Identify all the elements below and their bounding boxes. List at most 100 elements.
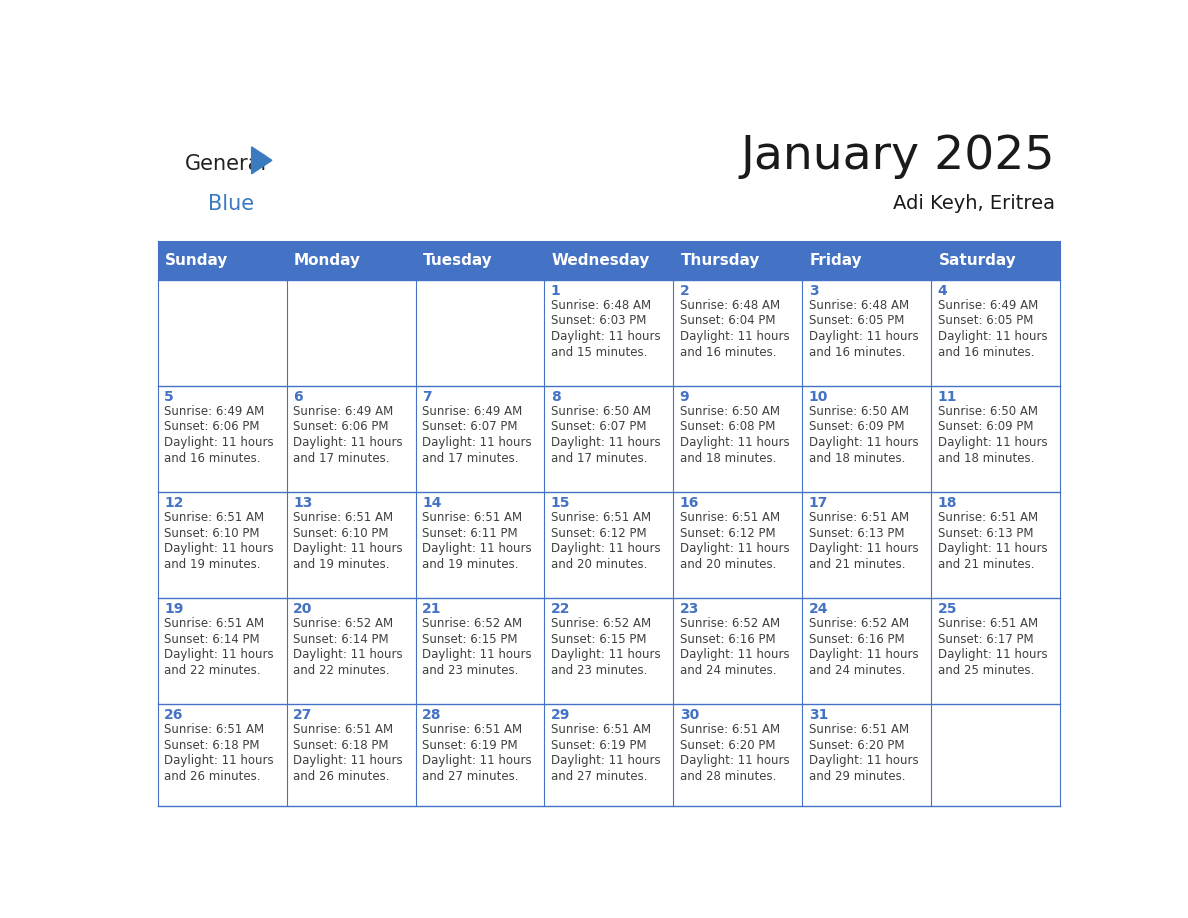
Bar	[931, 280, 1060, 386]
Text: Sunset: 6:18 PM: Sunset: 6:18 PM	[293, 739, 388, 752]
Text: Daylight: 11 hours: Daylight: 11 hours	[422, 648, 531, 661]
Text: 27: 27	[293, 708, 312, 722]
Text: and 21 minutes.: and 21 minutes.	[937, 557, 1034, 571]
Text: Sunrise: 6:51 AM: Sunrise: 6:51 AM	[164, 617, 264, 630]
Text: 16: 16	[680, 496, 699, 510]
Text: 28: 28	[422, 708, 442, 722]
Text: Daylight: 11 hours: Daylight: 11 hours	[164, 648, 273, 661]
Bar	[416, 598, 544, 704]
Bar	[416, 704, 544, 810]
Bar	[544, 492, 674, 598]
Bar	[931, 704, 1060, 810]
Text: 22: 22	[551, 602, 570, 616]
Text: 10: 10	[809, 390, 828, 404]
Text: Sunset: 6:19 PM: Sunset: 6:19 PM	[422, 739, 518, 752]
Text: and 18 minutes.: and 18 minutes.	[937, 452, 1034, 465]
Text: Sunrise: 6:50 AM: Sunrise: 6:50 AM	[551, 405, 651, 418]
Text: Sunset: 6:13 PM: Sunset: 6:13 PM	[937, 527, 1034, 540]
Text: Sunrise: 6:51 AM: Sunrise: 6:51 AM	[551, 511, 651, 524]
Text: Sunrise: 6:48 AM: Sunrise: 6:48 AM	[680, 299, 779, 312]
Text: Sunrise: 6:51 AM: Sunrise: 6:51 AM	[293, 511, 393, 524]
Text: and 16 minutes.: and 16 minutes.	[680, 345, 776, 359]
Text: Sunset: 6:05 PM: Sunset: 6:05 PM	[809, 315, 904, 328]
Bar	[802, 280, 931, 386]
Text: Sunrise: 6:52 AM: Sunrise: 6:52 AM	[422, 617, 522, 630]
Bar	[158, 598, 286, 704]
Text: General: General	[185, 154, 267, 174]
Text: Sunset: 6:08 PM: Sunset: 6:08 PM	[680, 420, 775, 433]
Text: Sunset: 6:10 PM: Sunset: 6:10 PM	[164, 527, 260, 540]
Bar	[544, 598, 674, 704]
Bar	[544, 704, 674, 810]
Text: Sunrise: 6:51 AM: Sunrise: 6:51 AM	[937, 511, 1037, 524]
Text: 18: 18	[937, 496, 958, 510]
Text: and 16 minutes.: and 16 minutes.	[164, 452, 260, 465]
Text: January 2025: January 2025	[741, 134, 1055, 179]
Text: Sunset: 6:14 PM: Sunset: 6:14 PM	[293, 633, 388, 645]
Text: Sunrise: 6:51 AM: Sunrise: 6:51 AM	[937, 617, 1037, 630]
Polygon shape	[252, 147, 272, 174]
Bar	[158, 492, 286, 598]
Text: Sunset: 6:09 PM: Sunset: 6:09 PM	[937, 420, 1034, 433]
Text: Sunset: 6:05 PM: Sunset: 6:05 PM	[937, 315, 1032, 328]
Text: Daylight: 11 hours: Daylight: 11 hours	[293, 436, 403, 449]
Text: Daylight: 11 hours: Daylight: 11 hours	[809, 542, 918, 555]
Text: and 23 minutes.: and 23 minutes.	[551, 664, 647, 677]
Text: Daylight: 11 hours: Daylight: 11 hours	[551, 648, 661, 661]
Text: 1: 1	[551, 284, 561, 298]
Text: Sunset: 6:14 PM: Sunset: 6:14 PM	[164, 633, 260, 645]
Bar	[158, 241, 1060, 280]
Bar	[158, 280, 286, 386]
Text: Sunrise: 6:50 AM: Sunrise: 6:50 AM	[809, 405, 909, 418]
Bar	[802, 492, 931, 598]
Text: 25: 25	[937, 602, 958, 616]
Text: Sunset: 6:12 PM: Sunset: 6:12 PM	[551, 527, 646, 540]
Text: and 23 minutes.: and 23 minutes.	[422, 664, 518, 677]
Text: and 27 minutes.: and 27 minutes.	[551, 769, 647, 783]
Bar	[416, 280, 544, 386]
Text: and 29 minutes.: and 29 minutes.	[809, 769, 905, 783]
Text: Daylight: 11 hours: Daylight: 11 hours	[164, 542, 273, 555]
Text: 30: 30	[680, 708, 699, 722]
Text: 15: 15	[551, 496, 570, 510]
Text: and 20 minutes.: and 20 minutes.	[680, 557, 776, 571]
Bar	[544, 386, 674, 492]
Bar	[674, 598, 802, 704]
Text: 2: 2	[680, 284, 689, 298]
Text: Daylight: 11 hours: Daylight: 11 hours	[551, 330, 661, 343]
Text: and 22 minutes.: and 22 minutes.	[293, 664, 390, 677]
Text: and 16 minutes.: and 16 minutes.	[809, 345, 905, 359]
Text: and 26 minutes.: and 26 minutes.	[293, 769, 390, 783]
Text: Sunrise: 6:51 AM: Sunrise: 6:51 AM	[680, 511, 779, 524]
Text: Daylight: 11 hours: Daylight: 11 hours	[551, 542, 661, 555]
Text: Daylight: 11 hours: Daylight: 11 hours	[422, 754, 531, 767]
Text: and 17 minutes.: and 17 minutes.	[422, 452, 518, 465]
Text: Daylight: 11 hours: Daylight: 11 hours	[293, 542, 403, 555]
Bar	[931, 492, 1060, 598]
Text: Sunrise: 6:51 AM: Sunrise: 6:51 AM	[809, 511, 909, 524]
Text: Daylight: 11 hours: Daylight: 11 hours	[809, 330, 918, 343]
Text: 5: 5	[164, 390, 173, 404]
Text: Sunset: 6:09 PM: Sunset: 6:09 PM	[809, 420, 904, 433]
Text: Sunrise: 6:52 AM: Sunrise: 6:52 AM	[809, 617, 909, 630]
Text: Saturday: Saturday	[939, 252, 1016, 268]
Text: and 18 minutes.: and 18 minutes.	[809, 452, 905, 465]
Bar	[286, 280, 416, 386]
Text: Daylight: 11 hours: Daylight: 11 hours	[937, 542, 1047, 555]
Text: Daylight: 11 hours: Daylight: 11 hours	[680, 754, 789, 767]
Text: 3: 3	[809, 284, 819, 298]
Text: Daylight: 11 hours: Daylight: 11 hours	[937, 330, 1047, 343]
Text: Sunrise: 6:51 AM: Sunrise: 6:51 AM	[293, 723, 393, 736]
Text: 17: 17	[809, 496, 828, 510]
Text: and 27 minutes.: and 27 minutes.	[422, 769, 518, 783]
Text: Sunset: 6:06 PM: Sunset: 6:06 PM	[164, 420, 260, 433]
Text: and 17 minutes.: and 17 minutes.	[551, 452, 647, 465]
Text: 20: 20	[293, 602, 312, 616]
Text: Sunset: 6:06 PM: Sunset: 6:06 PM	[293, 420, 388, 433]
Text: Tuesday: Tuesday	[423, 252, 493, 268]
Text: Sunrise: 6:52 AM: Sunrise: 6:52 AM	[680, 617, 779, 630]
Bar	[416, 492, 544, 598]
Text: 14: 14	[422, 496, 442, 510]
Text: Sunday: Sunday	[165, 252, 228, 268]
Text: Sunset: 6:18 PM: Sunset: 6:18 PM	[164, 739, 260, 752]
